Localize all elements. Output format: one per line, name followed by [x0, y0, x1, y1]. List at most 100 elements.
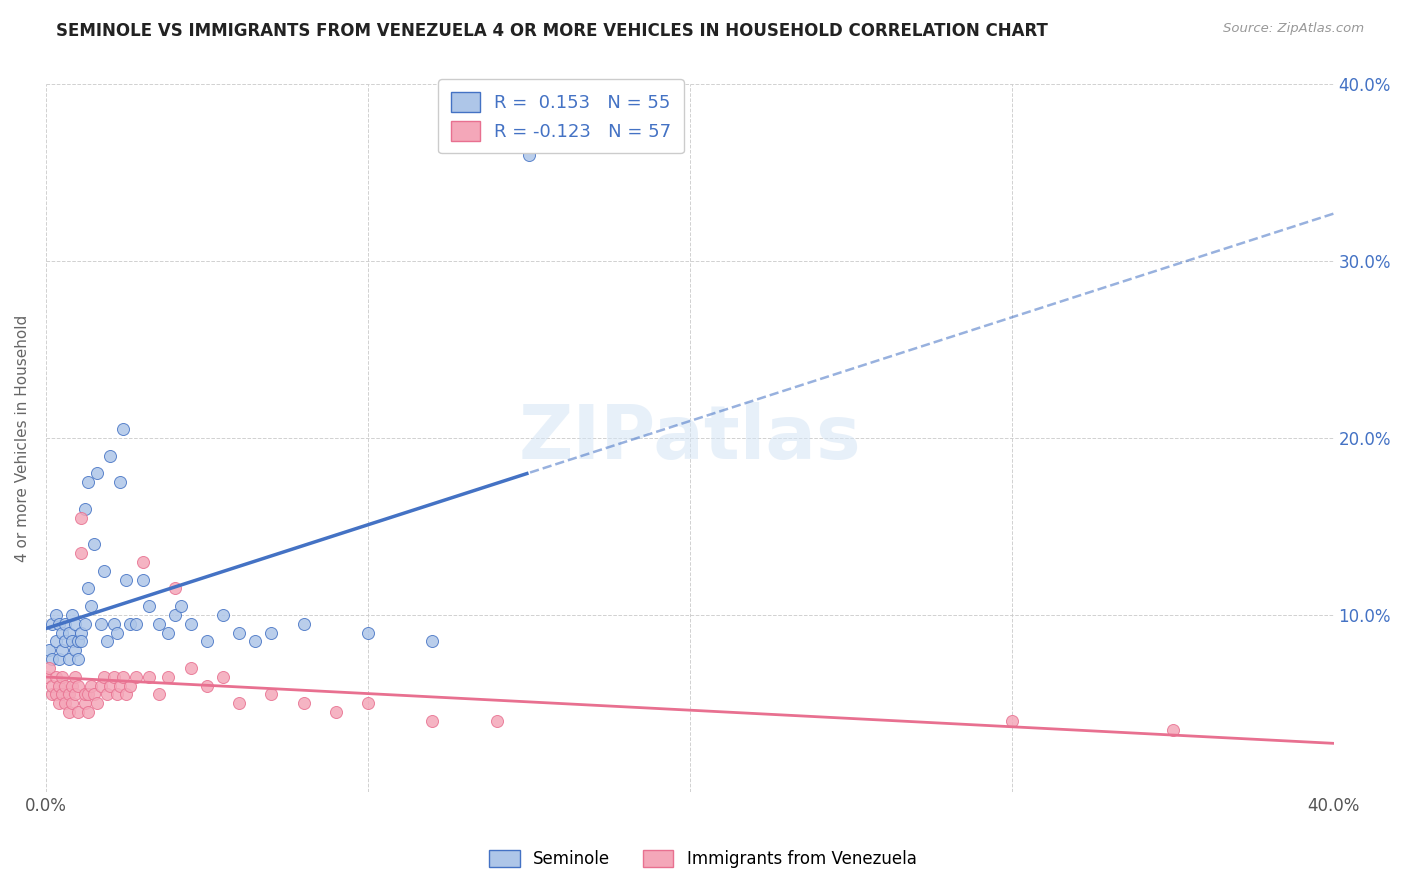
- Point: [48, 696, 70, 710]
- Point: [41, 616, 63, 631]
- Point: [105, 625, 128, 640]
- Point: [260, 625, 283, 640]
- Point: [48, 679, 70, 693]
- Point: [76, 705, 98, 719]
- Point: [41, 652, 63, 666]
- Point: [125, 670, 148, 684]
- Point: [63, 670, 86, 684]
- Point: [60, 634, 83, 648]
- Point: [80, 679, 103, 693]
- Text: ZIPatlas: ZIPatlas: [519, 401, 860, 475]
- Point: [60, 607, 83, 622]
- Point: [357, 696, 380, 710]
- Point: [83, 537, 105, 551]
- Point: [67, 705, 90, 719]
- Point: [115, 573, 138, 587]
- Text: Source: ZipAtlas.com: Source: ZipAtlas.com: [1223, 22, 1364, 36]
- Y-axis label: 4 or more Vehicles in Household: 4 or more Vehicles in Household: [15, 315, 30, 562]
- Legend: Seminole, Immigrants from Venezuela: Seminole, Immigrants from Venezuela: [482, 843, 924, 875]
- Point: [70, 634, 93, 648]
- Point: [485, 714, 508, 728]
- Point: [51, 688, 73, 702]
- Point: [245, 634, 267, 648]
- Point: [76, 582, 98, 596]
- Legend: R =  0.153   N = 55, R = -0.123   N = 57: R = 0.153 N = 55, R = -0.123 N = 57: [439, 79, 683, 153]
- Point: [112, 670, 135, 684]
- Point: [73, 616, 96, 631]
- Point: [51, 670, 73, 684]
- Point: [357, 625, 380, 640]
- Point: [163, 607, 186, 622]
- Point: [138, 670, 160, 684]
- Point: [108, 475, 131, 490]
- Point: [73, 501, 96, 516]
- Point: [70, 625, 93, 640]
- Point: [180, 616, 202, 631]
- Point: [76, 475, 98, 490]
- Point: [325, 705, 347, 719]
- Point: [45, 634, 67, 648]
- Point: [195, 679, 218, 693]
- Point: [73, 696, 96, 710]
- Point: [420, 634, 443, 648]
- Point: [98, 679, 121, 693]
- Point: [93, 564, 115, 578]
- Point: [70, 546, 93, 560]
- Point: [90, 616, 112, 631]
- Point: [108, 679, 131, 693]
- Point: [80, 599, 103, 613]
- Point: [45, 688, 67, 702]
- Point: [292, 696, 315, 710]
- Point: [67, 634, 90, 648]
- Point: [48, 616, 70, 631]
- Point: [228, 625, 250, 640]
- Point: [58, 688, 80, 702]
- Point: [67, 652, 90, 666]
- Point: [58, 625, 80, 640]
- Point: [41, 688, 63, 702]
- Point: [105, 688, 128, 702]
- Point: [63, 688, 86, 702]
- Point: [157, 625, 180, 640]
- Point: [260, 688, 283, 702]
- Point: [83, 688, 105, 702]
- Point: [45, 607, 67, 622]
- Point: [195, 634, 218, 648]
- Point: [45, 670, 67, 684]
- Point: [70, 510, 93, 524]
- Point: [93, 670, 115, 684]
- Point: [118, 679, 141, 693]
- Point: [76, 688, 98, 702]
- Point: [292, 616, 315, 631]
- Point: [51, 643, 73, 657]
- Point: [125, 616, 148, 631]
- Point: [67, 679, 90, 693]
- Point: [58, 652, 80, 666]
- Point: [53, 616, 76, 631]
- Point: [63, 616, 86, 631]
- Point: [420, 714, 443, 728]
- Point: [35, 670, 58, 684]
- Point: [53, 679, 76, 693]
- Point: [115, 688, 138, 702]
- Point: [73, 688, 96, 702]
- Point: [38, 661, 60, 675]
- Point: [53, 634, 76, 648]
- Point: [118, 616, 141, 631]
- Point: [90, 679, 112, 693]
- Point: [138, 599, 160, 613]
- Point: [148, 616, 170, 631]
- Point: [131, 555, 153, 569]
- Point: [60, 679, 83, 693]
- Point: [48, 652, 70, 666]
- Point: [212, 670, 235, 684]
- Point: [170, 599, 193, 613]
- Point: [86, 696, 108, 710]
- Point: [63, 643, 86, 657]
- Point: [212, 607, 235, 622]
- Text: SEMINOLE VS IMMIGRANTS FROM VENEZUELA 4 OR MORE VEHICLES IN HOUSEHOLD CORRELATIO: SEMINOLE VS IMMIGRANTS FROM VENEZUELA 4 …: [56, 22, 1047, 40]
- Point: [131, 573, 153, 587]
- Point: [112, 422, 135, 436]
- Point: [163, 582, 186, 596]
- Point: [86, 467, 108, 481]
